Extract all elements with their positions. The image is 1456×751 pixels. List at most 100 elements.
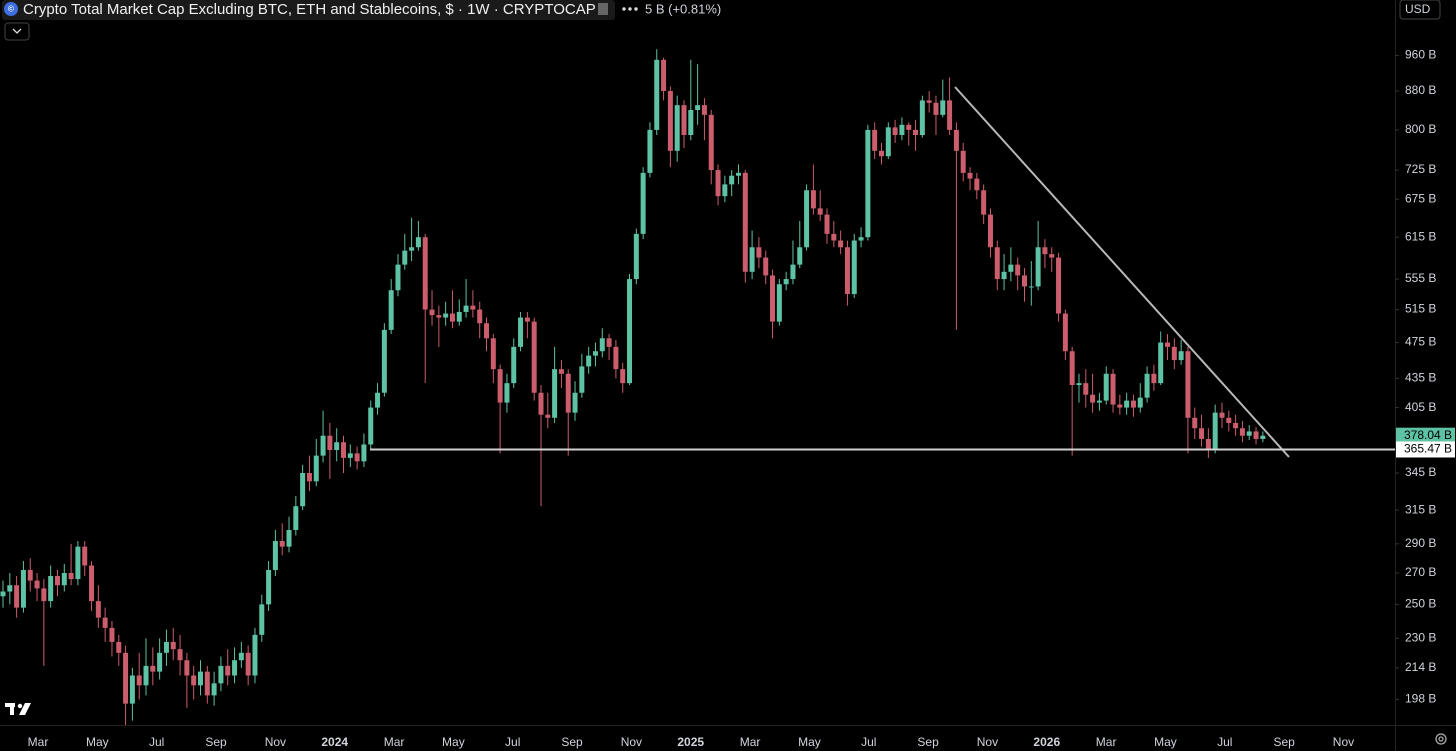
symbol-icon <box>4 2 18 16</box>
candle-body <box>61 572 67 586</box>
candle-body <box>913 129 919 136</box>
y-tick-label: 800 B <box>1405 122 1436 136</box>
candle-body <box>1130 400 1136 408</box>
candle-body <box>586 355 592 367</box>
candle-body <box>449 313 455 322</box>
candle-body <box>327 435 333 451</box>
x-tick-label: Sep <box>205 735 227 749</box>
candle-body <box>627 279 633 384</box>
candle-body <box>1158 342 1164 384</box>
candle-body <box>681 105 687 136</box>
candle-body <box>545 414 551 418</box>
candle-body <box>1192 417 1198 429</box>
x-tick-label: Nov <box>1333 735 1354 749</box>
candle-body <box>436 315 442 318</box>
candle-body <box>817 208 823 215</box>
trendline[interactable] <box>954 86 1290 458</box>
currency-button[interactable] <box>1399 0 1441 20</box>
candle-body <box>885 127 891 157</box>
candle-body <box>742 172 748 272</box>
candle-body <box>490 338 496 370</box>
candle-body <box>361 444 367 462</box>
price-axis: 198 B 214 B 230 B 250 B 270 B 290 B 315 B 345 B… <box>1395 48 1455 706</box>
candle-body <box>68 572 74 580</box>
candle-body <box>1205 438 1211 451</box>
x-tick-label: 2024 <box>321 735 348 749</box>
symbol-icon-glyph: © <box>8 5 14 14</box>
candle-body <box>667 91 673 151</box>
collapse-icon <box>12 28 22 34</box>
candle-body <box>116 641 122 653</box>
candle-body <box>313 455 319 482</box>
candle-body <box>375 392 381 408</box>
x-tick-label: Sep <box>917 735 939 749</box>
symbol-header[interactable] <box>2 0 615 20</box>
time-axis: Mar May Jul Sep Nov 2024 Mar May Jul Sep Nov 2025 Ma… <box>28 735 1354 749</box>
candle-body <box>524 317 530 322</box>
y-tick-label: 555 B <box>1405 271 1436 285</box>
candle-body <box>1090 394 1096 403</box>
candle-body <box>184 660 190 676</box>
candle-body <box>197 671 203 686</box>
candle-body <box>1062 313 1068 352</box>
last-price-box <box>1396 427 1455 444</box>
candle-body <box>1137 397 1143 408</box>
candle-body <box>143 665 149 686</box>
y-tick-label: 214 B <box>1405 660 1436 674</box>
candle-body <box>0 591 6 597</box>
candle-body <box>1219 412 1225 418</box>
candle-body <box>1117 404 1123 408</box>
candle-body <box>354 453 360 462</box>
x-tick-label: Jul <box>1217 735 1232 749</box>
settings-icon[interactable] <box>1435 733 1447 745</box>
candle-body <box>177 649 183 661</box>
candle-body <box>892 127 898 136</box>
candle-body <box>511 346 517 384</box>
candle-body <box>7 585 13 592</box>
candle-body <box>940 100 946 115</box>
candle-body <box>1069 351 1075 386</box>
y-tick-label: 230 B <box>1405 631 1436 645</box>
candle-body <box>518 317 524 347</box>
more-button[interactable] <box>622 7 638 11</box>
y-tick-label: 250 B <box>1405 597 1436 611</box>
candle-body <box>497 369 503 403</box>
x-tick-label: Nov <box>621 735 642 749</box>
x-tick-label: Mar <box>1096 735 1117 749</box>
candle-body <box>456 311 462 322</box>
candle-body <box>599 338 605 352</box>
x-tick-label: May <box>798 735 821 749</box>
x-tick-label: Nov <box>977 735 998 749</box>
candle-body <box>409 247 415 251</box>
candle-body <box>538 392 544 415</box>
x-tick-label: May <box>86 735 109 749</box>
candle-body <box>1199 428 1205 439</box>
candle-body <box>770 275 776 322</box>
candle-body <box>259 604 265 635</box>
candle-body <box>1144 373 1150 398</box>
header-flag[interactable] <box>598 3 608 15</box>
candle-body <box>756 247 762 258</box>
candle-body <box>606 338 612 347</box>
candle-body <box>735 172 741 176</box>
candle-body <box>797 247 803 265</box>
candle-body <box>48 576 54 602</box>
y-tick-label: 290 B <box>1405 536 1436 550</box>
candle-body <box>1212 412 1218 451</box>
candle-body <box>722 184 728 197</box>
candle-body <box>729 175 735 185</box>
candle-body <box>674 105 680 151</box>
collapse-button[interactable] <box>4 22 30 41</box>
candle-body <box>1171 346 1177 361</box>
candle-body <box>1049 254 1055 258</box>
candle-body <box>129 675 135 704</box>
x-tick-label: May <box>442 735 465 749</box>
candle-body <box>136 675 142 686</box>
candle-body <box>1233 422 1239 429</box>
y-tick-label: 615 B <box>1405 229 1436 243</box>
candle-body <box>960 150 966 173</box>
candle-body <box>1035 247 1041 287</box>
candle-body <box>1022 275 1027 287</box>
x-tick-label: May <box>1154 735 1177 749</box>
